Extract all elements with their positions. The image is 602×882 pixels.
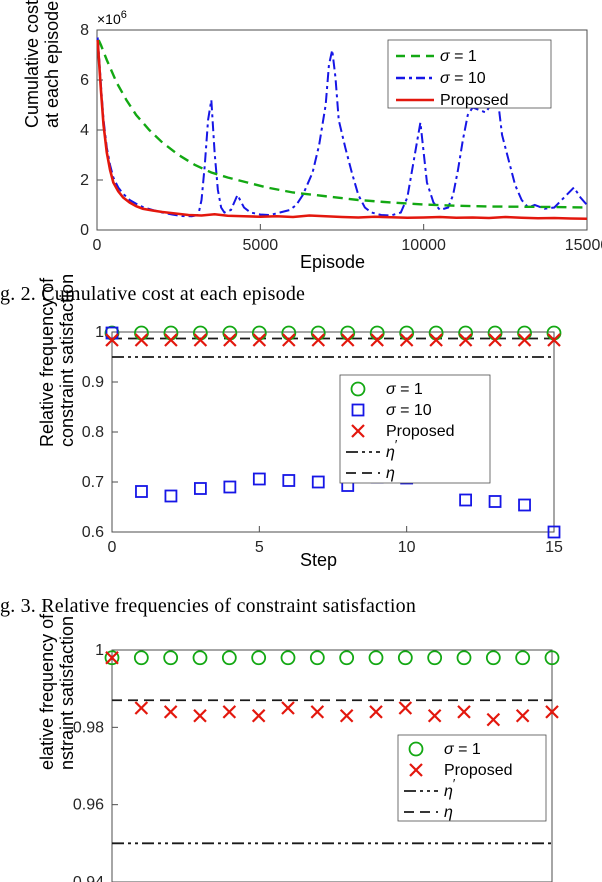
chart-cumulative-cost: ×106 0 5000 10000 15000 0 2 4 6 8 σ = 1 σ = 10 Pr… [0,0,602,270]
svg-text:σ = 1: σ = 1 [440,48,477,65]
svg-text:0.8: 0.8 [82,424,104,441]
ylabel-chart3-a: elative frequency of [37,614,58,770]
svg-text:σ = 1: σ = 1 [444,741,481,758]
page-container: { "captions": { "fig2": "g. 2. Cumulativ… [0,0,602,882]
svg-text:Proposed: Proposed [440,92,509,109]
svg-text:0.9: 0.9 [82,374,104,391]
svg-text:0.94: 0.94 [73,874,104,882]
svg-text:1: 1 [95,642,104,659]
svg-text:σ = 1: σ = 1 [386,381,423,398]
chart-relative-freq-zoom: 0.940.960.981 σ = 1Proposedη′η [0,636,602,882]
ylabel-chart3-b: nstraint satisfaction [57,616,78,770]
svg-text:1: 1 [95,324,104,341]
svg-text:10000: 10000 [401,237,446,254]
svg-text:σ = 10: σ = 10 [440,70,486,87]
svg-text:6: 6 [80,72,89,89]
svg-text:10: 10 [398,539,416,556]
svg-text:σ = 10: σ = 10 [386,402,432,419]
svg-text:15000: 15000 [565,237,602,254]
svg-text:15: 15 [545,539,563,556]
ylabel-chart1-wrap2: at each episode [42,1,62,128]
ylabel-chart1-wrap: Cumulative cost [22,0,42,128]
ylabel-chart2-b: constraint satisfaction [57,274,78,447]
caption-fig3: g. 3. Relative frequencies of constraint… [0,595,416,618]
svg-text:5: 5 [255,539,264,556]
svg-text:0.6: 0.6 [82,524,104,541]
svg-text:8: 8 [80,22,89,39]
svg-text:η: η [386,465,395,482]
svg-text:5000: 5000 [243,237,279,254]
svg-text:0: 0 [93,237,102,254]
xlabel-chart2: Step [300,550,337,571]
svg-text:2: 2 [80,172,89,189]
svg-text:0.96: 0.96 [73,797,104,814]
ylabel-chart2-a: Relative frequency of [37,278,58,447]
chart-relative-freq: 051015 0.60.70.80.91 σ = 1σ = 10Proposed… [0,318,602,588]
svg-text:0.7: 0.7 [82,474,104,491]
svg-text:0: 0 [80,222,89,239]
ylabel-line2: at each episode [42,1,62,128]
svg-text:4: 4 [80,122,89,139]
svg-text:η: η [444,804,453,821]
svg-text:0: 0 [108,539,117,556]
exp-label: ×106 [97,9,127,27]
xlabel-chart1: Episode [300,252,365,273]
ylabel-line1: Cumulative cost [22,0,42,128]
